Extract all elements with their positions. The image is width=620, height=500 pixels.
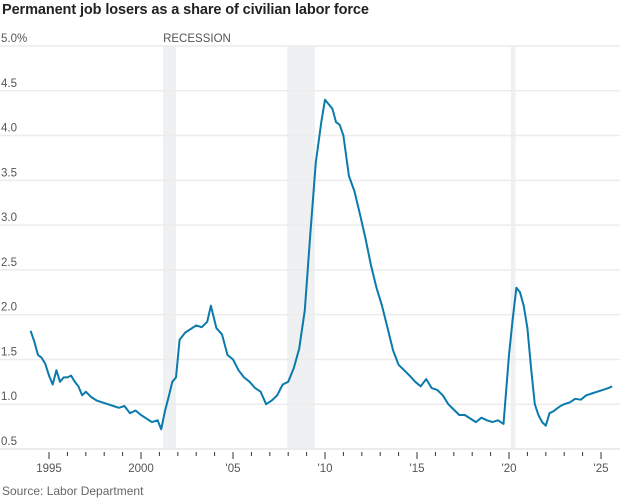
- x-axis: 1995 2000 '05 '10 '15 '20 '25: [36, 452, 609, 475]
- x-tick-label: 2000: [128, 463, 154, 475]
- data-line: [29, 98, 613, 431]
- x-tick-label: '05: [226, 463, 241, 475]
- y-tick-label: 4.5: [1, 78, 17, 90]
- recession-band: [510, 46, 516, 449]
- y-tick-label: 5.0%: [1, 33, 27, 45]
- chart-title: Permanent job losers as a share of civil…: [2, 2, 369, 18]
- y-tick-label: 3.5: [1, 167, 17, 179]
- recession-band: [163, 46, 176, 449]
- recession-band: [287, 46, 315, 449]
- y-tick-label: 2.5: [1, 257, 17, 269]
- x-tick-label: '25: [594, 463, 609, 475]
- y-tick-label: 3.0: [1, 212, 17, 224]
- x-tick-label: 1995: [36, 463, 62, 475]
- source-note: Source: Labor Department: [2, 484, 144, 498]
- x-tick-label: '20: [502, 463, 517, 475]
- x-tick-label: '15: [410, 463, 425, 475]
- y-axis: 5.0% 4.5 4.0 3.5 3.0 2.5 2.0 1.5 1.0 0.5: [1, 33, 27, 448]
- y-tick-label: 1.0: [1, 391, 17, 403]
- recession-label: RECESSION: [163, 33, 231, 45]
- recession-bands: [163, 46, 516, 449]
- y-tick-label: 0.5: [1, 436, 17, 448]
- y-tick-label: 1.5: [1, 346, 17, 358]
- y-tick-label: 2.0: [1, 302, 17, 314]
- y-tick-label: 4.0: [1, 123, 17, 135]
- x-tick-label: '10: [318, 463, 333, 475]
